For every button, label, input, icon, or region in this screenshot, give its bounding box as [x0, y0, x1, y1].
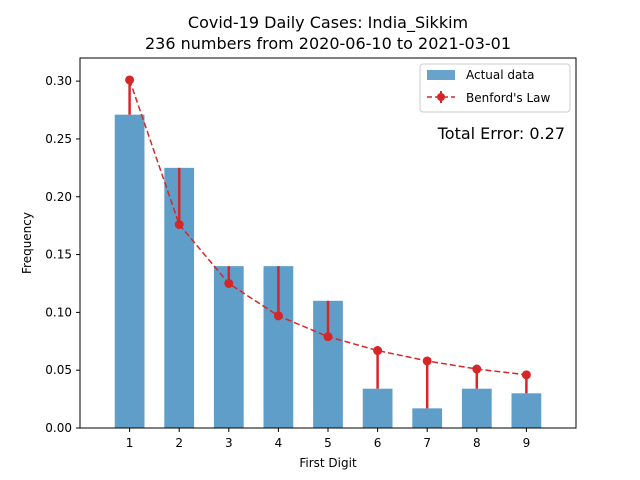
- total-error-annotation: Total Error: 0.27: [437, 124, 565, 143]
- bar-digit-1: [114, 114, 145, 428]
- x-tick-label-4: 4: [275, 436, 283, 450]
- y-axis-label: Frequency: [20, 212, 34, 274]
- y-axis: 0.00 0.05 0.10 0.15 0.20 0.25 0.30: [45, 74, 80, 435]
- x-tick-label-3: 3: [225, 436, 233, 450]
- x-tick-label-7: 7: [423, 436, 431, 450]
- bar-digit-7: [412, 408, 443, 428]
- bar-digit-9: [511, 393, 542, 428]
- benford-point-digit-2: [174, 220, 184, 229]
- y-tick-label: 0.25: [45, 132, 72, 146]
- legend-bar-swatch: [427, 70, 455, 80]
- legend-box: [419, 63, 571, 113]
- x-tick-label-8: 8: [473, 436, 481, 450]
- x-tick-label-9: 9: [523, 436, 531, 450]
- x-tick-label-2: 2: [175, 436, 183, 450]
- x-tick-label-5: 5: [324, 436, 332, 450]
- y-tick-label: 0.20: [45, 190, 72, 204]
- benford-point-digit-3: [224, 278, 234, 288]
- y-tick-label: 0.15: [45, 248, 72, 262]
- y-tick-label: 0.10: [45, 305, 72, 319]
- benford-point-digit-8: [472, 364, 482, 374]
- chart-subtitle: 236 numbers from 2020-06-10 to 2021-03-0…: [145, 34, 511, 53]
- legend-benford-label: Benford's Law: [466, 91, 551, 105]
- benford-point-digit-7: [422, 356, 432, 366]
- x-axis-label: First Digit: [299, 456, 357, 470]
- benford-point-digit-1: [125, 75, 135, 85]
- bar-digit-6: [362, 388, 393, 428]
- y-tick-label: 0.30: [45, 74, 72, 88]
- y-tick-label: 0.00: [45, 421, 72, 435]
- legend-benford-marker: [437, 93, 445, 101]
- x-axis: 1 2 3 4 5 6 7 8 9: [126, 428, 530, 450]
- y-tick-label: 0.05: [45, 363, 72, 377]
- benford-point-digit-6: [373, 346, 383, 356]
- benford-point-digit-5: [323, 332, 333, 342]
- chart-title: Covid-19 Daily Cases: India_Sikkim: [188, 13, 468, 33]
- benford-series: [125, 75, 531, 380]
- benford-point-digit-4: [273, 311, 283, 321]
- legend: Actual data Benford's Law: [419, 63, 571, 113]
- x-tick-label-1: 1: [126, 436, 134, 450]
- x-tick-label-6: 6: [374, 436, 382, 450]
- bar-digit-3: [213, 266, 244, 428]
- bar-digit-8: [461, 388, 492, 428]
- benford-point-digit-9: [521, 370, 531, 380]
- legend-actual-label: Actual data: [466, 68, 534, 82]
- error-lines: [128, 79, 528, 409]
